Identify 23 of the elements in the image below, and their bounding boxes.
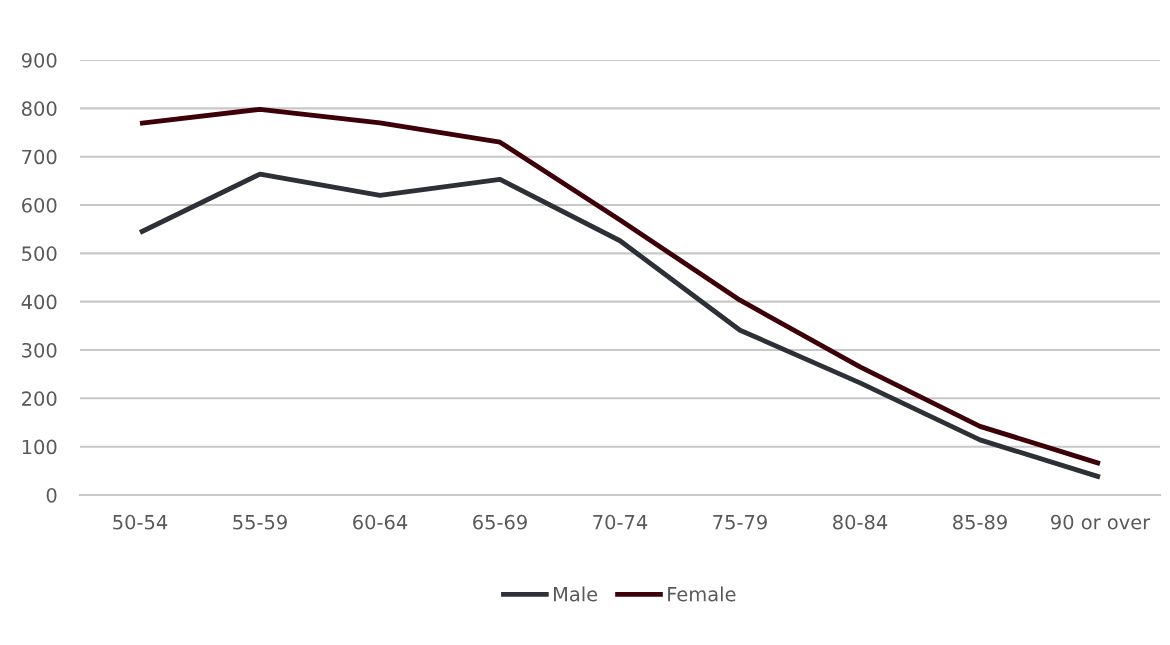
line-series bbox=[137, 106, 1103, 467]
y-tick-label: 100 bbox=[22, 439, 57, 455]
y-tick-label: 200 bbox=[22, 391, 57, 406]
y-tick-label: 300 bbox=[22, 342, 57, 358]
x-tick-label: 90 or over bbox=[1051, 514, 1151, 530]
x-tick-label: 55-59 bbox=[233, 514, 287, 530]
y-tick-label: 700 bbox=[22, 149, 57, 165]
y-tick-label: 800 bbox=[21, 101, 57, 116]
x-tick-label: 65-69 bbox=[473, 514, 527, 530]
x-tick-label: 85-89 bbox=[953, 514, 1007, 530]
x-tick-label: 60-64 bbox=[353, 514, 408, 530]
y-tick-label: 500 bbox=[22, 246, 57, 261]
y-tick-label: 0 bbox=[46, 487, 57, 503]
legend-label: Male bbox=[554, 586, 598, 602]
x-tick-label: 50-54 bbox=[113, 514, 168, 530]
line-series bbox=[137, 171, 1103, 480]
x-tick-label: 70-74 bbox=[593, 514, 648, 530]
legend-label: Female bbox=[668, 586, 736, 602]
y-tick-label: 600 bbox=[22, 197, 57, 213]
y-tick-label: 900 bbox=[21, 52, 57, 68]
x-tick-label: 75-79 bbox=[713, 514, 767, 530]
y-tick-label: 400 bbox=[21, 294, 57, 310]
x-tick-label: 80-84 bbox=[833, 514, 888, 530]
